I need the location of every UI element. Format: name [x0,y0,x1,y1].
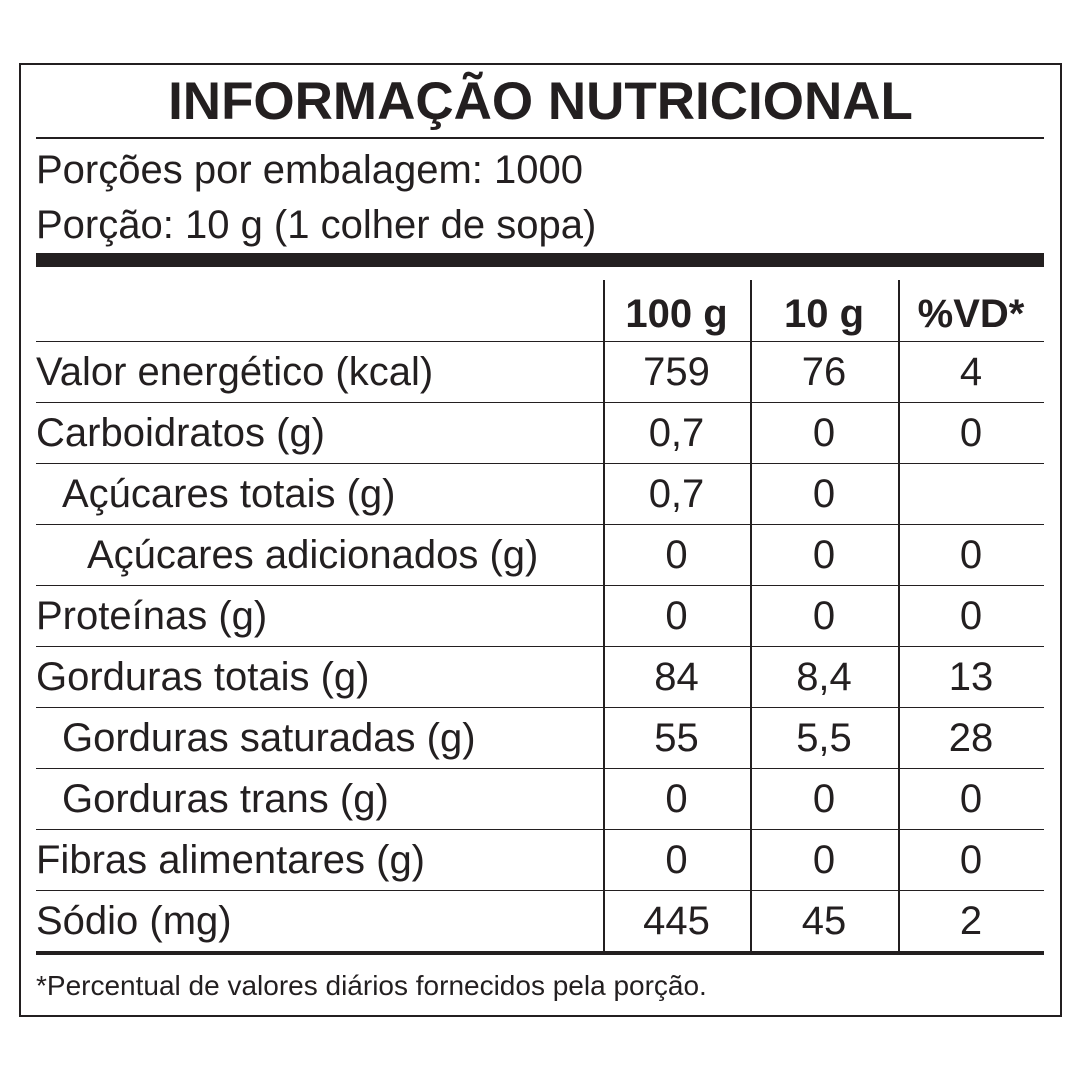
value-portion: 0 [812,472,836,516]
value-portion: 0 [812,533,836,577]
serving-size: Porção: 10 g (1 colher de sopa) [36,203,597,247]
value-portion: 0 [812,838,836,882]
value-vd: 4 [959,350,983,394]
column-divider [750,280,752,952]
value-portion: 8,4 [796,655,852,699]
value-100g: 0 [665,533,688,577]
header-vd: %VD* [917,292,1025,336]
nutrient-label: Fibras alimentares (g) [36,838,426,882]
value-100g: 759 [643,350,710,394]
bottom-thick-divider [36,951,1044,955]
value-portion: 76 [801,350,847,394]
value-100g: 0 [665,594,688,638]
value-portion: 0 [812,777,836,821]
value-portion: 5,5 [796,716,852,760]
value-100g: 445 [643,899,710,943]
nutrient-label: Açúcares adicionados (g) [87,533,539,577]
nutrient-label: Açúcares totais (g) [62,472,396,516]
nutrient-label: Sódio (mg) [36,899,232,943]
value-100g: 84 [654,655,699,699]
table-row: Sódio (mg) 445 45 2 [36,890,1044,951]
nutrient-label: Carboidratos (g) [36,411,326,455]
value-vd: 28 [948,716,994,760]
value-vd: 0 [959,594,983,638]
value-portion: 45 [801,899,847,943]
table-row: Carboidratos (g) 0,7 0 0 [36,402,1044,463]
value-100g: 55 [654,716,699,760]
value-100g: 0,7 [648,411,705,455]
value-vd [898,464,1044,525]
nutrient-label: Valor energético (kcal) [36,350,434,394]
value-vd: 2 [959,899,983,943]
value-100g: 0,7 [648,472,705,516]
table-row: Gorduras saturadas (g) 55 5,5 28 [36,707,1044,768]
header-row: 100 g 10 g %VD* [36,280,1044,341]
label-frame [19,63,1062,1017]
value-100g: 0 [665,777,688,821]
footnote: *Percentual de valores diários fornecido… [36,970,707,1001]
table-row: Gorduras totais (g) 84 8,4 13 [36,646,1044,707]
table-row: Valor energético (kcal) 759 76 4 [36,341,1044,402]
value-portion: 0 [812,411,836,455]
value-vd: 13 [948,655,994,699]
column-divider [603,280,605,952]
table-row: Fibras alimentares (g) 0 0 0 [36,829,1044,890]
thick-divider [36,253,1044,267]
nutrient-label: Gorduras saturadas (g) [62,716,476,760]
header-100g: 100 g [625,292,728,336]
value-vd: 0 [959,533,983,577]
servings-per-package: Porções por embalagem: 1000 [36,148,583,192]
label-title: INFORMAÇÃO NUTRICIONAL [168,72,913,131]
value-vd: 0 [959,411,983,455]
value-100g: 0 [665,838,688,882]
nutrient-label: Proteínas (g) [36,594,268,638]
value-vd: 0 [959,777,983,821]
table-row: Proteínas (g) 0 0 0 [36,585,1044,646]
column-divider [898,280,900,952]
nutrient-label: Gorduras trans (g) [62,777,389,821]
title-divider [36,137,1044,139]
table-row: Açúcares totais (g) 0,7 0 [36,463,1044,524]
value-portion: 0 [812,594,836,638]
header-portion: 10 g [783,292,865,336]
value-vd: 0 [959,838,983,882]
table-row: Gorduras trans (g) 0 0 0 [36,768,1044,829]
nutrient-label: Gorduras totais (g) [36,655,370,699]
table-row: Açúcares adicionados (g) 0 0 0 [36,524,1044,585]
